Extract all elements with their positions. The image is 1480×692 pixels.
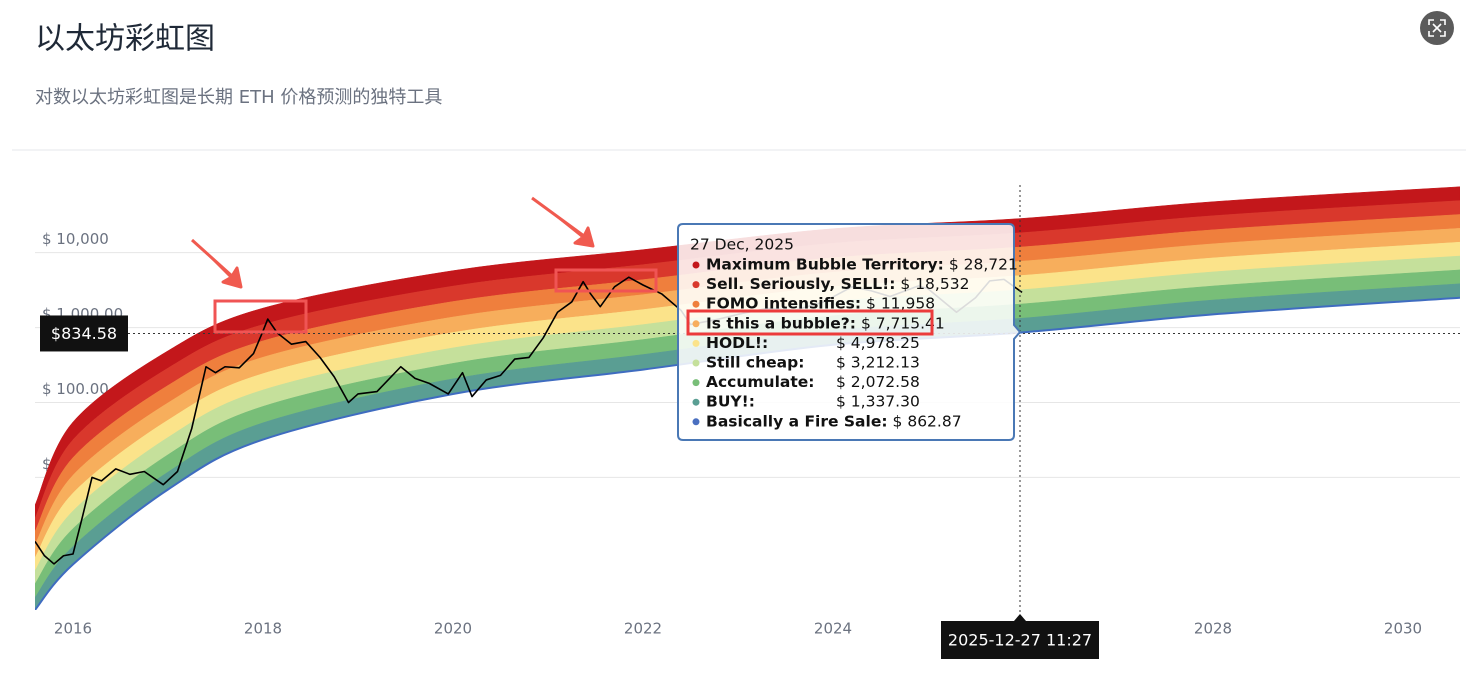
arrow	[531, 196, 595, 248]
tooltip-dot	[692, 339, 700, 347]
tooltip-dot	[692, 398, 700, 406]
x-tick-label: 2028	[1194, 620, 1232, 638]
tooltip-value: $ 3,212.13	[836, 354, 920, 372]
tooltip-series-name: Is this a bubble?:	[706, 314, 856, 332]
page-title: 以太坊彩虹图	[35, 22, 215, 57]
tooltip-value: $ 28,721	[949, 256, 1018, 274]
x-tick-label: 2024	[814, 620, 852, 638]
rainbow-floor-line	[35, 296, 1460, 610]
crosshair-y-label: $834.58	[51, 324, 117, 343]
tooltip-value: $ 4,978.25	[836, 334, 920, 352]
x-tick-label: 2030	[1384, 620, 1422, 638]
tooltip-series-name: Maximum Bubble Territory:	[706, 256, 944, 274]
tooltip-box	[677, 223, 1022, 441]
y-tick-label: $ 10,000	[42, 230, 109, 248]
tooltip-dot	[692, 300, 700, 308]
tooltip-dot	[692, 418, 700, 426]
tooltip-series-name: Accumulate:	[706, 373, 815, 391]
tooltip-dot	[692, 281, 700, 289]
crosshair-x-label: 2025-12-27 11:27	[948, 631, 1092, 650]
crosshair-y-box	[40, 315, 128, 352]
tooltip-series-name: HODL!:	[706, 334, 768, 352]
highlight-box	[554, 268, 658, 293]
tooltip-series-name: FOMO intensifies:	[706, 295, 861, 313]
tooltip-series-name: Sell. Seriously, SELL!:	[706, 275, 895, 293]
button-icon	[1428, 19, 1446, 37]
x-tick-label: 2020	[434, 620, 472, 638]
tooltip-value: $ 1,337.30	[836, 393, 920, 411]
highlight-box	[686, 309, 934, 336]
tooltip-value: $ 18,532	[900, 275, 969, 293]
x-tick-label: 2022	[624, 620, 662, 638]
tooltip-dot	[692, 320, 700, 328]
page-subtitle: 对数以太坊彩虹图是长期 ETH 价格预测的独特工具	[35, 87, 442, 108]
crosshair-x-box	[941, 614, 1099, 659]
highlight-box	[213, 299, 308, 334]
x-tick-label: 2016	[54, 620, 92, 638]
fullscreen-button[interactable]	[1420, 11, 1454, 45]
tooltip-series-name: BUY!:	[706, 393, 755, 411]
tooltip-dot	[692, 379, 700, 387]
tooltip-value: $ 7,715.41	[861, 314, 945, 332]
tooltip-dot	[692, 261, 700, 269]
x-tick-label: 2018	[244, 620, 282, 638]
tooltip-value: $ 862.87	[893, 412, 962, 430]
y-tick-label: $ 100.00	[42, 380, 109, 398]
tooltip-value: $ 11,958	[866, 295, 935, 313]
tooltip-dot	[692, 359, 700, 367]
tooltip-series-name: Still cheap:	[706, 354, 804, 372]
tooltip-series-name: Basically a Fire Sale:	[706, 412, 888, 430]
tooltip-value: $ 2,072.58	[836, 373, 920, 391]
arrow	[190, 238, 243, 289]
annotations	[190, 196, 934, 336]
tooltip-date: 27 Dec, 2025	[690, 236, 794, 254]
